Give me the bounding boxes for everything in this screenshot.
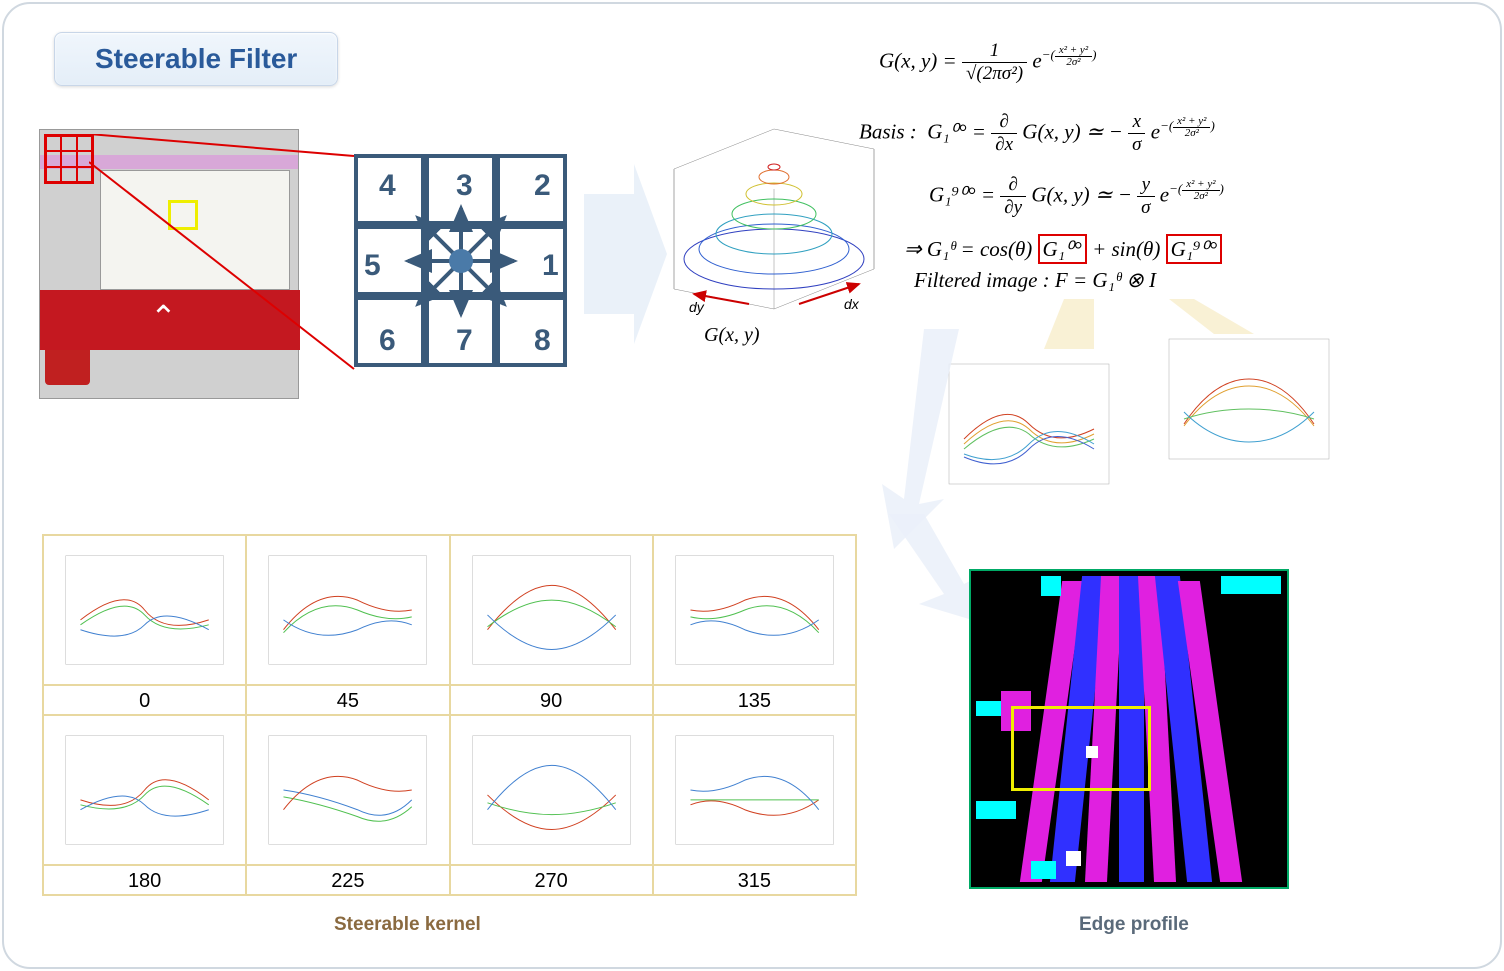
kernel-plot-270 (450, 715, 653, 865)
steerable-kernel-table: 0 45 90 135 180 225 270 315 (42, 534, 857, 896)
dy-label: dy (689, 299, 705, 315)
callout-arrow-g0 (1034, 294, 1134, 364)
direction-grid: 1 2 3 4 5 6 7 8 (354, 154, 569, 369)
dir-num-1: 1 (542, 249, 559, 283)
kernel-label-225: 225 (246, 865, 449, 895)
g0-highlight: G₁⁰° (1038, 234, 1087, 264)
edge-profile-image (969, 569, 1289, 889)
kernel-plot-225 (246, 715, 449, 865)
math-equations: G(x, y) = 1√(2πσ²) e−(x² + y²2σ²) Basis … (784, 34, 1464, 299)
dir-num-4: 4 (379, 169, 396, 203)
dir-num-6: 6 (379, 324, 396, 358)
dir-num-7: 7 (456, 324, 473, 358)
page-title: Steerable Filter (54, 32, 338, 86)
kernel-plot-90 (450, 535, 653, 685)
kernel-label-135: 135 (653, 685, 856, 715)
steerable-kernel-caption: Steerable kernel (334, 914, 481, 936)
kernel-label-315: 315 (653, 865, 856, 895)
kernel-plot-0 (43, 535, 246, 685)
dir-num-8: 8 (534, 324, 551, 358)
kernel-plot-135 (653, 535, 856, 685)
g90-surface-plot (1154, 324, 1344, 474)
dir-num-2: 2 (534, 169, 551, 203)
callout-arrow-g90 (1154, 294, 1264, 344)
kernel-label-90: 90 (450, 685, 653, 715)
dir-num-3: 3 (456, 169, 473, 203)
dir-num-5: 5 (364, 249, 381, 283)
kernel-label-0: 0 (43, 685, 246, 715)
gaussian-label: G(x, y) (704, 324, 760, 347)
kernel-plot-315 (653, 715, 856, 865)
g90-highlight: G₁⁹⁰° (1166, 234, 1223, 264)
zoom-callout-lines (89, 134, 359, 394)
kernel-label-270: 270 (450, 865, 653, 895)
kernel-plot-180 (43, 715, 246, 865)
kernel-plot-45 (246, 535, 449, 685)
edge-profile-caption: Edge profile (1079, 914, 1189, 936)
kernel-label-180: 180 (43, 865, 246, 895)
kernel-label-45: 45 (246, 685, 449, 715)
